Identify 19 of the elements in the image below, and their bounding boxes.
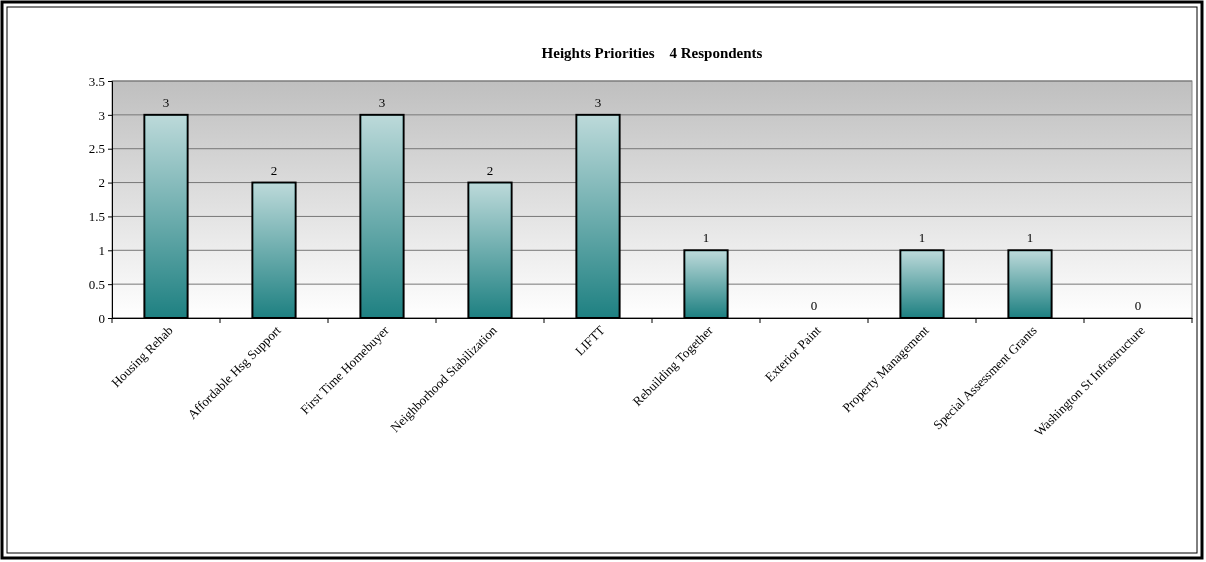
data-label: 3 bbox=[594, 94, 602, 110]
data-label: 2 bbox=[270, 162, 278, 178]
data-label: 1 bbox=[702, 230, 710, 246]
y-tick-label: 0 bbox=[98, 310, 105, 326]
data-label: 3 bbox=[378, 94, 386, 110]
data-label: 2 bbox=[486, 162, 494, 178]
chart-title: Heights Priorities 4 Respondents bbox=[541, 45, 763, 61]
data-label: 0 bbox=[1134, 298, 1142, 313]
data-label: 1 bbox=[918, 230, 926, 246]
y-tick-label: 1.5 bbox=[88, 209, 105, 225]
y-tick-label: 1 bbox=[98, 242, 105, 258]
y-tick-label: 2.5 bbox=[88, 141, 105, 157]
y-tick-label: 3 bbox=[98, 107, 105, 123]
y-tick-label: 3.5 bbox=[88, 73, 105, 89]
data-label: 3 bbox=[162, 94, 170, 110]
data-label: 0 bbox=[810, 298, 818, 313]
data-label: 1 bbox=[1026, 230, 1034, 246]
y-tick-label: 2 bbox=[98, 175, 105, 191]
y-tick-label: 0.5 bbox=[88, 276, 105, 292]
